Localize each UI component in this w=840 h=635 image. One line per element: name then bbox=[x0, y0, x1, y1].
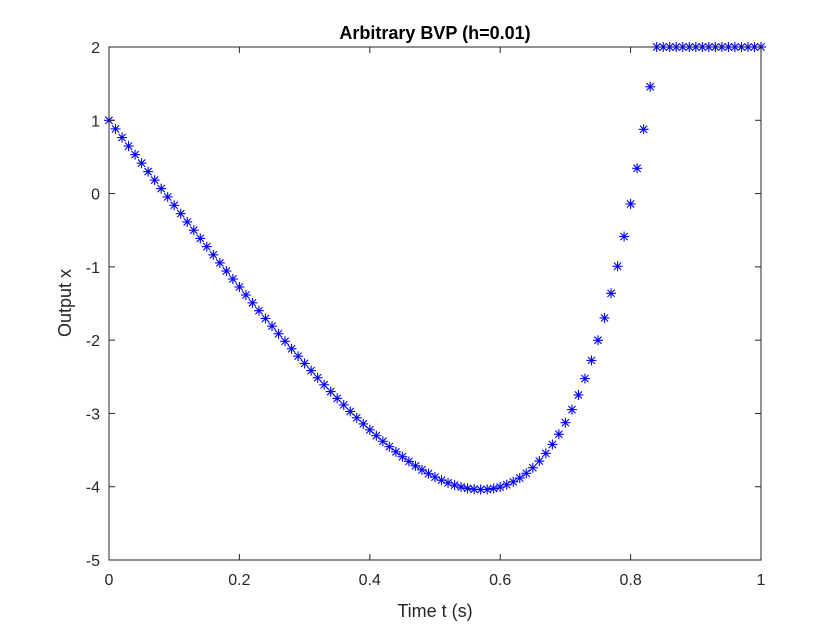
x-tick-label: 0.8 bbox=[619, 572, 641, 589]
y-tick-label: -2 bbox=[86, 333, 100, 350]
data-point bbox=[488, 483, 499, 494]
data-point bbox=[534, 456, 545, 467]
data-point bbox=[599, 312, 610, 323]
data-point bbox=[162, 191, 173, 202]
y-tick-label: -3 bbox=[86, 406, 100, 423]
data-point bbox=[123, 141, 134, 152]
y-axis-label: Output x bbox=[55, 269, 75, 337]
data-point bbox=[234, 282, 245, 293]
data-point bbox=[547, 439, 558, 450]
data-point bbox=[195, 233, 206, 244]
data-point bbox=[293, 351, 304, 362]
data-point bbox=[527, 462, 538, 473]
x-tick-label: 0.6 bbox=[489, 572, 511, 589]
y-tick-label: 0 bbox=[91, 187, 100, 204]
data-markers bbox=[104, 42, 766, 495]
x-tick-label: 0 bbox=[105, 572, 114, 589]
data-point bbox=[227, 274, 238, 285]
data-point bbox=[521, 468, 532, 479]
data-point bbox=[319, 379, 330, 390]
data-point bbox=[325, 386, 336, 397]
data-point bbox=[240, 289, 251, 300]
data-point bbox=[560, 417, 571, 428]
axes-box bbox=[108, 46, 762, 561]
data-point bbox=[221, 266, 232, 277]
data-point bbox=[260, 313, 271, 324]
data-point bbox=[273, 328, 284, 339]
data-point bbox=[638, 124, 649, 135]
data-point bbox=[136, 158, 147, 169]
data-point bbox=[449, 480, 460, 491]
data-point bbox=[625, 198, 636, 209]
data-point bbox=[410, 460, 421, 471]
data-point bbox=[188, 225, 199, 236]
data-point bbox=[149, 175, 160, 186]
data-point bbox=[606, 288, 617, 299]
chart-title: Arbitrary BVP (h=0.01) bbox=[339, 23, 530, 43]
data-point bbox=[593, 335, 603, 346]
data-point bbox=[143, 166, 154, 177]
data-point bbox=[117, 132, 128, 143]
data-point bbox=[645, 81, 656, 92]
x-tick-label: 0.2 bbox=[228, 572, 250, 589]
ticks: 0 0.2 0.4 0.6 0.8 1 2 1 0 -1 -2 -3 -4 -5 bbox=[86, 40, 766, 589]
x-axis-label: Time t (s) bbox=[397, 601, 472, 621]
data-point bbox=[371, 430, 382, 441]
data-point bbox=[130, 149, 141, 160]
y-tick-label: -1 bbox=[86, 260, 100, 277]
data-point bbox=[351, 412, 362, 423]
data-point bbox=[456, 482, 467, 493]
x-tick-label: 0.4 bbox=[359, 572, 381, 589]
y-tick-label: 2 bbox=[91, 40, 100, 57]
data-point bbox=[345, 406, 356, 417]
data-point bbox=[201, 241, 212, 252]
data-point bbox=[169, 200, 180, 211]
data-point bbox=[267, 321, 277, 332]
axes bbox=[108, 46, 762, 561]
data-point bbox=[182, 216, 193, 227]
data-point bbox=[416, 464, 427, 475]
data-point bbox=[280, 336, 291, 347]
data-point bbox=[358, 418, 369, 429]
data-point bbox=[299, 358, 310, 369]
data-point bbox=[208, 249, 219, 260]
data-point bbox=[397, 451, 408, 462]
data-point bbox=[586, 355, 597, 366]
data-point bbox=[619, 231, 630, 242]
data-point bbox=[390, 446, 401, 457]
data-point bbox=[364, 424, 375, 435]
data-point bbox=[579, 373, 590, 384]
data-point bbox=[566, 404, 577, 415]
data-point bbox=[306, 365, 317, 376]
y-tick-label: 1 bbox=[91, 113, 100, 130]
data-point bbox=[156, 183, 167, 194]
data-point bbox=[573, 389, 584, 400]
x-tick-label: 1 bbox=[757, 572, 766, 589]
data-point bbox=[286, 343, 297, 354]
data-point bbox=[482, 484, 493, 495]
data-point bbox=[377, 436, 388, 447]
data-point bbox=[332, 393, 343, 404]
data-point bbox=[553, 429, 564, 440]
data-point bbox=[175, 208, 186, 219]
data-point bbox=[462, 483, 473, 494]
y-tick-label: -5 bbox=[86, 553, 100, 570]
data-point bbox=[514, 472, 525, 483]
y-tick-label: -4 bbox=[86, 480, 100, 497]
data-point bbox=[214, 257, 225, 268]
data-point bbox=[247, 297, 258, 308]
data-point bbox=[253, 305, 264, 316]
data-point bbox=[403, 456, 414, 467]
data-point bbox=[338, 399, 349, 410]
data-point bbox=[540, 448, 551, 459]
data-point bbox=[110, 123, 121, 134]
data-point bbox=[384, 441, 395, 452]
data-point bbox=[612, 261, 623, 272]
data-point bbox=[312, 372, 323, 383]
data-point bbox=[632, 163, 643, 174]
axes-background bbox=[109, 47, 761, 560]
